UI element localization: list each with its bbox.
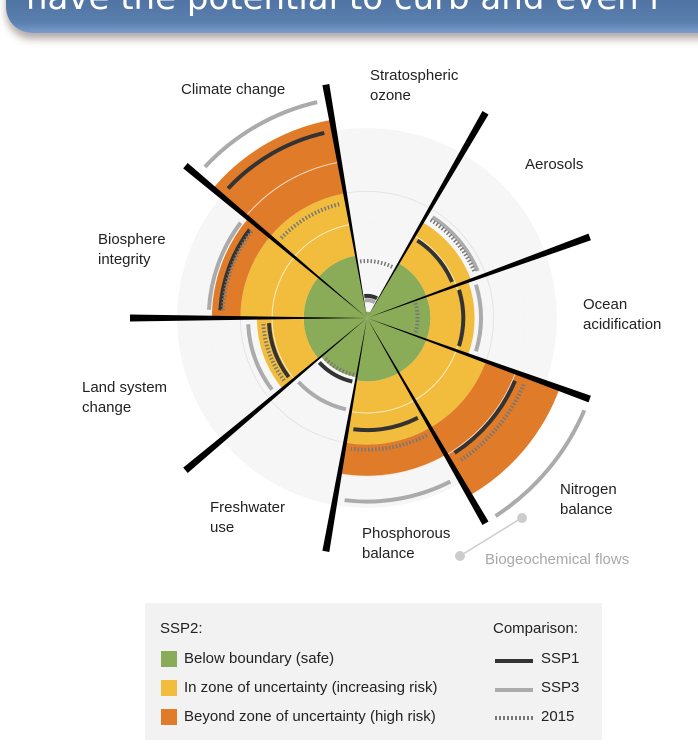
- ssp3-arc: [246, 324, 274, 391]
- legend-title: SSP2:: [160, 620, 203, 637]
- annotation-dot: [517, 513, 527, 523]
- fill-safe: [318, 255, 367, 318]
- ssp3-arc: [474, 284, 483, 352]
- y2015-arc: [220, 229, 254, 311]
- ssp3-arc: [297, 380, 347, 412]
- fill-uncertainty: [398, 339, 486, 428]
- ssp3-arc: [203, 100, 318, 169]
- label-phosphorous-balance: Phosphorous balance: [362, 525, 451, 562]
- legend: SSP2: Below boundary (safe) In zone of u…: [145, 603, 602, 740]
- banner-text: have the potential to curb and even r: [26, 0, 664, 18]
- line-ssp3: [495, 688, 533, 692]
- fill-uncertainty: [270, 193, 357, 278]
- title-banner: have the potential to curb and even r: [6, 0, 698, 33]
- y2015-arc: [413, 302, 420, 334]
- ssp1-arc: [453, 380, 517, 455]
- label-aerosols: Aerosols: [525, 156, 584, 173]
- y2015-arc: [261, 323, 286, 382]
- fill-safe: [356, 318, 399, 382]
- ssp1-arc: [226, 131, 325, 190]
- sector-divider: [367, 318, 489, 525]
- legend-item-safe: Below boundary (safe): [184, 650, 335, 667]
- fill-high-risk: [212, 119, 346, 237]
- label-biosphere-integrity: Biosphere integrity: [98, 231, 166, 268]
- ssp1-arc: [218, 228, 252, 311]
- fill-safe: [367, 263, 427, 318]
- ssp3-arc: [494, 409, 587, 518]
- legend-ssp1: SSP1: [541, 650, 580, 667]
- swatch-uncertainty: [161, 680, 177, 696]
- sector-divider: [367, 233, 591, 318]
- legend-comparison-title: Comparison:: [493, 620, 579, 637]
- line-2015: [495, 716, 533, 720]
- fill-safe: [303, 318, 367, 359]
- sector-divider: [183, 162, 367, 318]
- ssp1-arc: [267, 323, 291, 379]
- planetary-boundaries-chart: [130, 83, 591, 561]
- sector-divider: [130, 314, 367, 322]
- y2015-arc: [359, 259, 394, 270]
- ssp1-arc: [457, 289, 466, 347]
- y2015-arc: [350, 433, 428, 452]
- label-ocean-acidification: Ocean acidification: [583, 296, 662, 333]
- ssp3-arc: [344, 479, 452, 504]
- ssp1-arc: [317, 361, 353, 384]
- y2015-arc: [322, 356, 355, 377]
- ssp1-arc: [416, 238, 454, 283]
- swatch-high-risk: [161, 709, 177, 725]
- fill-safe: [367, 318, 427, 373]
- ssp3-arc: [364, 298, 376, 305]
- fill-safe: [365, 311, 371, 318]
- legend-item-uncertainty: In zone of uncertainty (increasing risk): [184, 679, 438, 696]
- sector-divider: [322, 318, 367, 553]
- fill-safe: [303, 277, 367, 318]
- sector-divider: [367, 111, 489, 318]
- ssp3-arc: [206, 221, 243, 310]
- legend-ssp3: SSP3: [541, 679, 580, 696]
- sector-divider: [183, 318, 367, 474]
- swatch-safe: [161, 651, 177, 667]
- fill-uncertainty: [240, 236, 319, 318]
- fill-high-risk: [339, 427, 447, 477]
- ssp1-arc: [353, 416, 419, 433]
- label-freshwater-use: Freshwater use: [210, 499, 286, 536]
- y2015-arc: [429, 218, 477, 274]
- annotation-dot: [455, 551, 465, 561]
- label-stratospheric-ozone: Stratospheric ozone: [370, 67, 459, 104]
- sector-divider: [367, 318, 591, 403]
- y2015-arc: [458, 383, 526, 463]
- label-nitrogen-balance: Nitrogen balance: [560, 481, 617, 518]
- y2015-arc: [279, 201, 342, 240]
- label-land-system-change: Land system change: [82, 379, 168, 416]
- annotation-connector: [459, 518, 521, 557]
- legend-2015: 2015: [541, 708, 575, 725]
- line-ssp1: [495, 659, 533, 663]
- legend-item-high-risk: Beyond zone of uncertainty (high risk): [184, 708, 436, 725]
- label-biogeochemical-flows: Biogeochemical flows: [485, 551, 630, 568]
- sector-divider: [322, 83, 367, 318]
- ssp3-arc: [431, 215, 480, 272]
- label-climate-change: Climate change: [181, 81, 286, 98]
- ssp1-arc: [364, 293, 378, 301]
